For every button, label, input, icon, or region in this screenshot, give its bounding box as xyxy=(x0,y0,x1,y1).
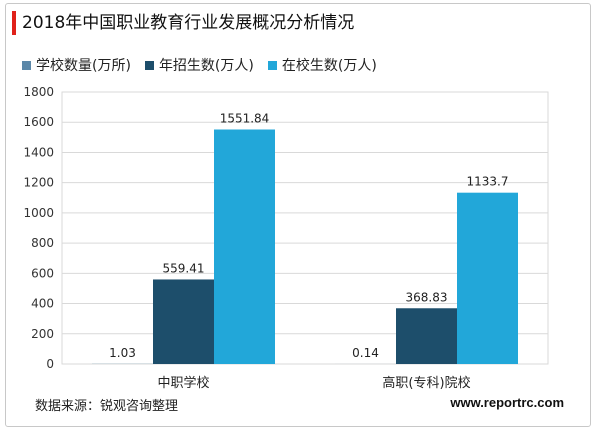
legend-item-students: 在校生数(万人) xyxy=(267,55,377,75)
y-tick-label: 1400 xyxy=(23,145,54,159)
legend-item-schools: 学校数量(万所) xyxy=(22,55,131,75)
y-tick-label: 1800 xyxy=(23,85,54,99)
legend-label-schools: 学校数量(万所) xyxy=(36,58,131,74)
data-label: 1.03 xyxy=(109,346,136,360)
x-category-label: 中职学校 xyxy=(157,375,209,391)
data-label: 368.83 xyxy=(406,290,448,304)
data-label: 559.41 xyxy=(163,261,205,275)
legend-swatch-schools xyxy=(22,60,31,70)
y-tick-label: 1600 xyxy=(23,115,54,129)
y-tick-label: 800 xyxy=(31,236,54,250)
title-accent-bar xyxy=(12,11,16,35)
y-tick-label: 1200 xyxy=(23,176,54,190)
data-label: 1551.84 xyxy=(220,111,270,125)
bar xyxy=(214,129,275,364)
y-tick-label: 600 xyxy=(31,266,54,280)
legend-item-enrollment: 年招生数(万人) xyxy=(144,55,254,75)
legend-label-enrollment: 年招生数(万人) xyxy=(158,58,254,74)
x-category-label: 高职(专科)院校 xyxy=(382,375,470,391)
y-tick-label: 1000 xyxy=(23,206,54,220)
legend: 学校数量(万所) 年招生数(万人) 在校生数(万人) xyxy=(22,55,391,75)
y-tick-label: 400 xyxy=(31,297,54,311)
y-tick-label: 0 xyxy=(46,357,54,371)
legend-swatch-enrollment xyxy=(144,60,154,70)
data-label: 1133.7 xyxy=(467,175,509,189)
legend-swatch-students xyxy=(267,60,277,70)
data-source: 数据来源：锐观咨询整理 xyxy=(35,399,179,414)
chart-title: 2018年中国职业教育行业发展概况分析情况 xyxy=(22,13,355,33)
bar xyxy=(457,192,518,364)
y-tick-label: 200 xyxy=(31,327,54,341)
bar xyxy=(396,308,457,364)
bar xyxy=(153,279,214,364)
legend-label-students: 在校生数(万人) xyxy=(281,58,377,74)
website-watermark: www.reportrc.com xyxy=(450,395,564,410)
data-label: 0.14 xyxy=(352,346,379,360)
